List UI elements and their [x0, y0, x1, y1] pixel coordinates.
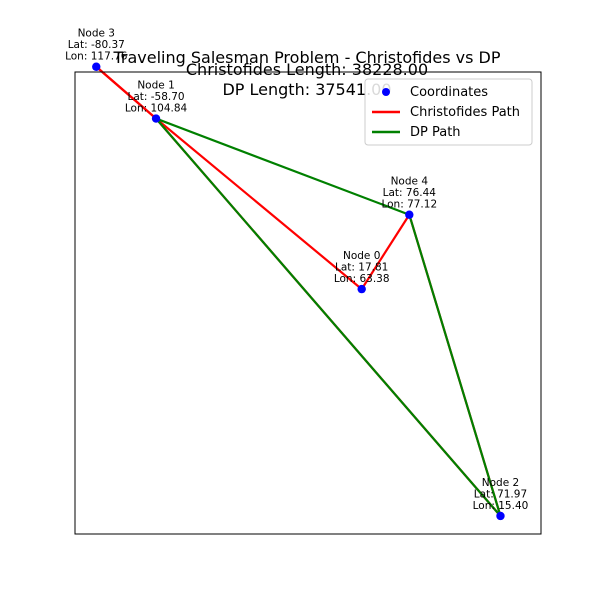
legend-label-christofides: Christofides Path — [410, 105, 520, 120]
title-line-1: Traveling Salesman Problem - Christofide… — [112, 48, 500, 67]
chart-title: Traveling Salesman Problem - Christofide… — [112, 48, 500, 99]
dp-path-segment-1 — [155, 117, 410, 216]
node-lat-label-1: Lat: -58.70 — [127, 91, 184, 103]
axes-frame — [74, 71, 542, 535]
title-line-2: Christofides Length: 38228.00 — [186, 60, 428, 79]
legend-label-dp: DP Path — [410, 125, 461, 140]
legend-box — [364, 78, 533, 146]
christofides-path-segment-6 — [95, 65, 157, 120]
node-lon-label-3: Lon: 117.76 — [65, 51, 128, 63]
legend-marker-coordinates — [382, 88, 390, 96]
christofides-path-segment-3 — [360, 214, 411, 290]
node-lat-label-0: Lat: 17.81 — [335, 262, 388, 274]
dp-path-segment-3 — [155, 117, 502, 517]
dp-path-segment-2 — [408, 214, 502, 517]
node-lon-label-4: Lon: 77.12 — [381, 199, 437, 211]
node-point-0 — [357, 284, 366, 294]
node-lat-label-4: Lat: 76.44 — [383, 187, 437, 199]
legend: Coordinates Christofides Path DP Path — [364, 78, 533, 146]
node-point-4 — [405, 210, 414, 219]
node-lat-label-2: Lat: 71.97 — [474, 488, 527, 500]
node-point-2 — [496, 511, 505, 521]
node-point-3 — [92, 62, 101, 71]
node-lon-label-2: Lon: 15.40 — [473, 500, 529, 512]
node-name-label-3: Node 3 — [78, 28, 115, 40]
node-name-label-0: Node 0 — [343, 250, 380, 262]
legend-label-coordinates: Coordinates — [410, 85, 488, 100]
christofides-path-segment-2 — [155, 117, 363, 290]
node-lon-label-1: Lon: 104.84 — [125, 103, 188, 115]
node-name-label-4: Node 4 — [391, 176, 429, 188]
node-name-label-1: Node 1 — [137, 80, 174, 92]
node-lon-label-0: Lon: 63.38 — [334, 273, 390, 285]
node-lat-label-3: Lat: -80.37 — [68, 39, 125, 51]
title-line-3: DP Length: 37541.00 — [222, 80, 391, 99]
node-name-label-2: Node 2 — [482, 477, 519, 489]
node-point-1 — [151, 114, 161, 123]
